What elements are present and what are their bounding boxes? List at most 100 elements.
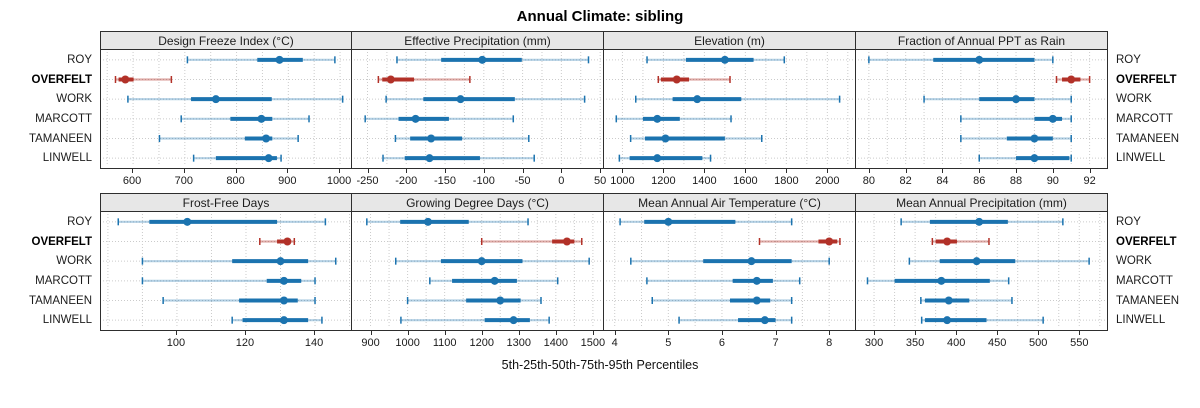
annual-climate-figure: Annual Climate: sibling ROY OVERFELT WORK M… [0,8,1200,408]
panel-canvas-growing-degree-days [354,214,602,328]
series-design-freeze-index-tamaneen [103,134,351,143]
tick-mark [555,330,557,335]
strip-mean-annual-air-temperature: Mean Annual Air Temperature (°C) [603,193,856,212]
tick-mark [367,168,369,173]
tick-label: 8 [826,337,833,349]
tick-label: 500 [1029,337,1048,349]
tick-label: 82 [899,175,912,187]
chart-title: Annual Climate: sibling [516,8,684,25]
gridlines [367,52,601,166]
series-frost-free-days-overfelt [103,237,351,246]
axis-elevation: 1000 1200 1400 1600 1800 2000 [604,168,856,192]
site-label-work: WORK [1116,93,1152,106]
panel-canvas-frost-free-days [103,214,351,328]
series-effective-precipitation-overfelt [354,75,602,84]
tick-label: 84 [936,175,949,187]
series-growing-degree-days-marcott [354,276,602,285]
site-label-linwell: LINWELL [1116,314,1166,327]
tick-mark [406,168,408,173]
series-mean-annual-air-temperature-tamaneen [606,296,854,305]
panel-canvas-mean-annual-precipitation [858,214,1106,328]
panel-canvas-effective-precipitation [354,52,602,166]
series-elevation-work [606,95,854,104]
tick-mark [339,168,341,173]
tick-label: 1500 [580,337,606,349]
panel-canvas-elevation [606,52,854,166]
tick-label: 6 [718,337,726,349]
median-dot [972,257,981,266]
site-label-marcott: MARCOTT [35,112,92,125]
tick-label: 5 [665,337,672,349]
axis-design-freeze-index: 600 700 800 900 1000 [100,168,352,192]
series-fraction-annual-ppt-rain-marcott [858,114,1106,123]
series-mean-annual-air-temperature-work [606,257,854,266]
panel-mean-annual-precipitation [855,211,1108,331]
median-dot [456,95,465,104]
median-dot [943,237,952,246]
tick-label: 90 [1046,175,1059,187]
median-dot [262,134,271,143]
tick-label: 50 [593,175,607,187]
series-fraction-annual-ppt-rain-overfelt [858,75,1106,84]
tick-label: 1000 [395,337,420,349]
series-mean-annual-precipitation-work [858,257,1106,266]
median-dot [1030,134,1039,143]
series-design-freeze-index-marcott [103,114,351,123]
median-dot [653,154,662,163]
series-design-freeze-index-linwell [103,154,351,163]
tick-label: 100 [166,337,186,349]
tick-label: -100 [472,175,495,187]
tick-mark [518,330,520,335]
tick-mark [183,168,185,173]
tick-mark [704,168,706,173]
tick-label: 900 [278,175,297,187]
median-dot [720,55,729,64]
site-label-work: WORK [1116,255,1152,268]
site-label-tamaneen: TAMANEEN [1116,294,1180,307]
median-dot [496,296,505,305]
series-fraction-annual-ppt-rain-roy [858,55,1106,64]
gridlines [370,214,594,328]
site-label-marcott: MARCOTT [1116,112,1173,125]
tick-mark [956,330,958,335]
site-label-work: WORK [56,93,92,106]
chart-row-2: ROY OVERFELT WORK MARCOTT TAMANEEN LINWELL Fro… [0,193,1200,354]
tick-label: 350 [905,337,925,349]
median-dot [183,217,192,226]
series-elevation-linwell [606,154,854,163]
tick-label: 700 [174,175,193,187]
tick-label: 900 [361,337,380,349]
median-dot [752,276,761,285]
tick-label: 400 [946,337,966,349]
site-label-overfelt: OVERFELT [1116,235,1177,248]
tick-mark [663,168,665,173]
series-mean-annual-precipitation-marcott [858,276,1106,285]
tick-label: 300 [864,337,884,349]
tick-mark [905,168,907,173]
panel-canvas-fraction-annual-ppt-rain [858,52,1106,166]
tick-mark [997,330,999,335]
tick-mark [445,168,447,173]
tick-mark [827,168,829,173]
tick-label: 1200 [651,175,676,187]
series-effective-precipitation-marcott [354,114,602,123]
site-label-roy: ROY [67,215,92,228]
series-growing-degree-days-work [354,257,602,266]
series-growing-degree-days-linwell [354,316,602,325]
x-axis-title: 5th-25th-50th-75th-95th Percentiles [501,358,699,372]
panel-mean-annual-air-temperature [603,211,856,331]
strip-frost-free-days: Frost-Free Days [100,193,352,212]
median-dot [943,316,952,325]
tick-label: 7 [772,337,779,349]
series-effective-precipitation-roy [354,55,602,64]
series-design-freeze-index-overfelt [103,75,351,84]
tick-label: 1600 [733,175,758,187]
panel-canvas-mean-annual-air-temperature [606,214,854,328]
tick-mark [829,330,831,335]
tick-mark [481,330,483,335]
strip-elevation: Elevation (m) [603,31,856,50]
median-dot [825,237,834,246]
gridlines [873,214,1101,328]
series-growing-degree-days-tamaneen [354,296,602,305]
median-dot [264,154,273,163]
